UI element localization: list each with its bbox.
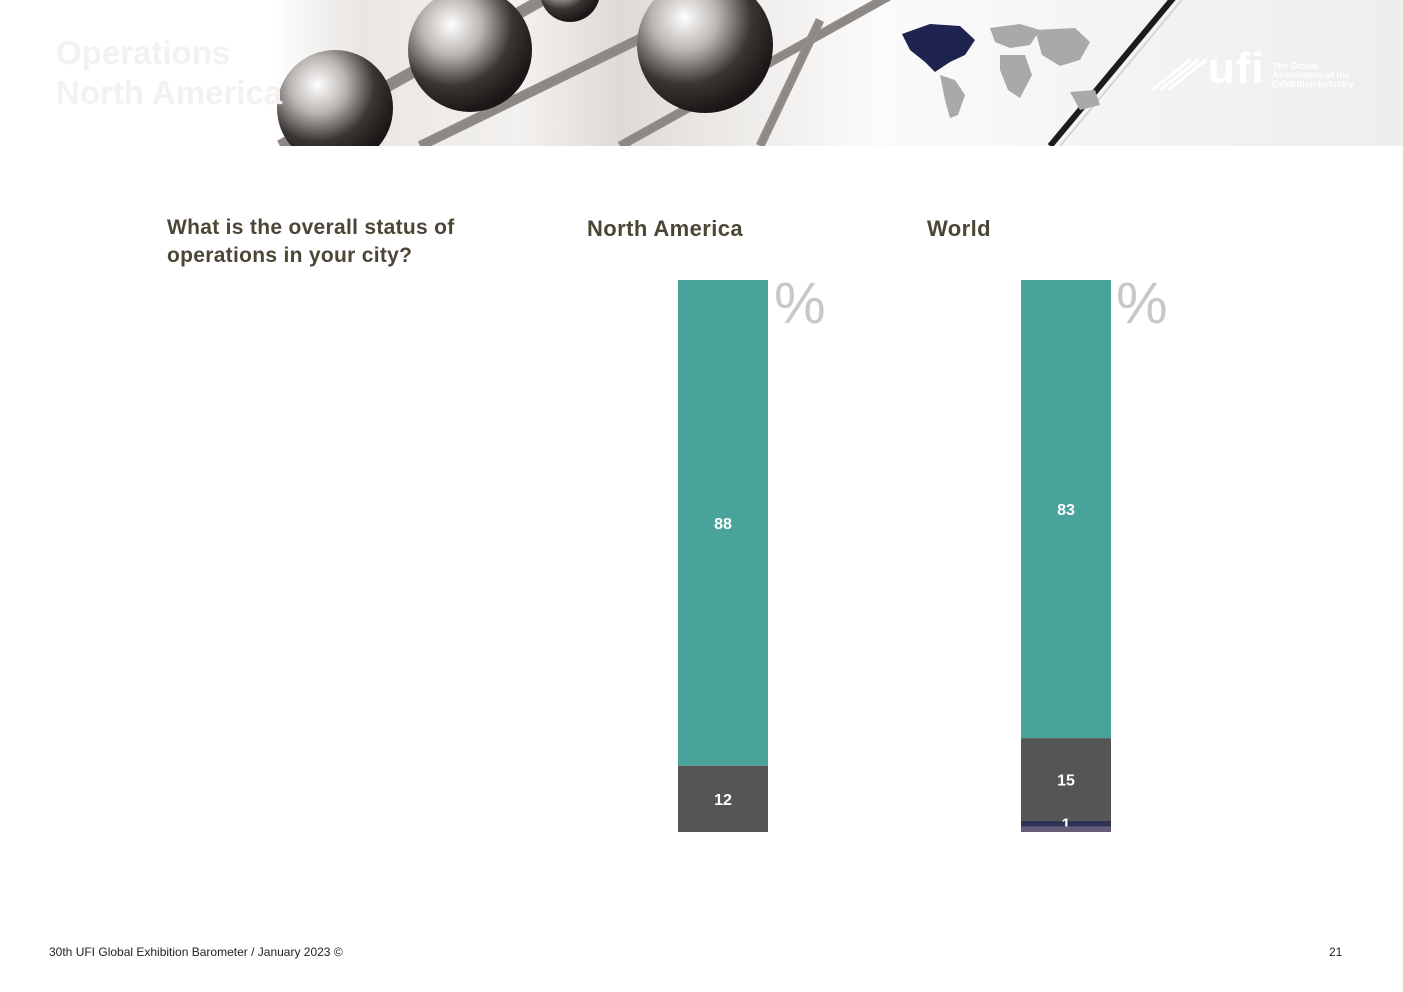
ufi-logo: ufi The Global Association of the Exhibi… [1150, 44, 1365, 96]
legend-item-hygiene: Exhibitions can be held with new hygiene… [591, 429, 656, 514]
bar-value-label: 88 [714, 516, 732, 533]
legend-item-local-only: Only local/ national events are allowed [934, 569, 996, 625]
bar-segment-world-0 [1021, 280, 1111, 739]
legend-item-pre-covid: Exhibitions can be held as pre-Covid 19 [591, 288, 656, 358]
banner-title: Operations North America [56, 34, 283, 111]
bar-segment-world-3 [1021, 826, 1111, 832]
page-number: 21 [1329, 945, 1343, 959]
bar-value-label: 12 [714, 792, 732, 809]
bar-segment-north-america-0 [678, 280, 768, 766]
legend-item-pre-covid: Exhibitions can be held as pre-Covid 19 [934, 288, 999, 358]
world-map-icon [902, 24, 1100, 118]
survey-question: What is the overall status of operations… [167, 216, 455, 267]
bar-segment-world-1 [1021, 738, 1111, 821]
footer-source: 30th UFI Global Exhibition Barometer / J… [49, 945, 343, 959]
legend-item-local-only: Only local/ national events are allowed [591, 569, 653, 625]
panel-title-north-america: North America [587, 216, 743, 241]
bar-value-label: 83 [1057, 502, 1075, 519]
bar-segment-north-america-1 [678, 765, 768, 832]
banner-decoration [277, 0, 1183, 146]
header-banner: Operations North America ufi The Global … [0, 0, 1403, 146]
panel-title-world: World [927, 216, 991, 241]
bar-segment-world-2 [1021, 820, 1111, 827]
percent-unit-label: % [1116, 271, 1168, 336]
ufi-logo-tagline: The Global Association of the Exhibition… [1272, 61, 1354, 89]
legend-item-not-allowed: Events are still not allowed [591, 708, 635, 764]
legend-item-not-allowed: Events are still not allowed [934, 708, 978, 764]
percent-unit-label: % [774, 271, 826, 336]
ufi-logo-word: ufi [1208, 44, 1265, 93]
legend-item-hygiene: Exhibitions can be held with new hygiene… [934, 429, 999, 514]
ufi-swoosh-icon [1151, 58, 1207, 92]
bar-value-label: 15 [1057, 773, 1075, 790]
bar-value-label: 1 [1062, 817, 1071, 834]
